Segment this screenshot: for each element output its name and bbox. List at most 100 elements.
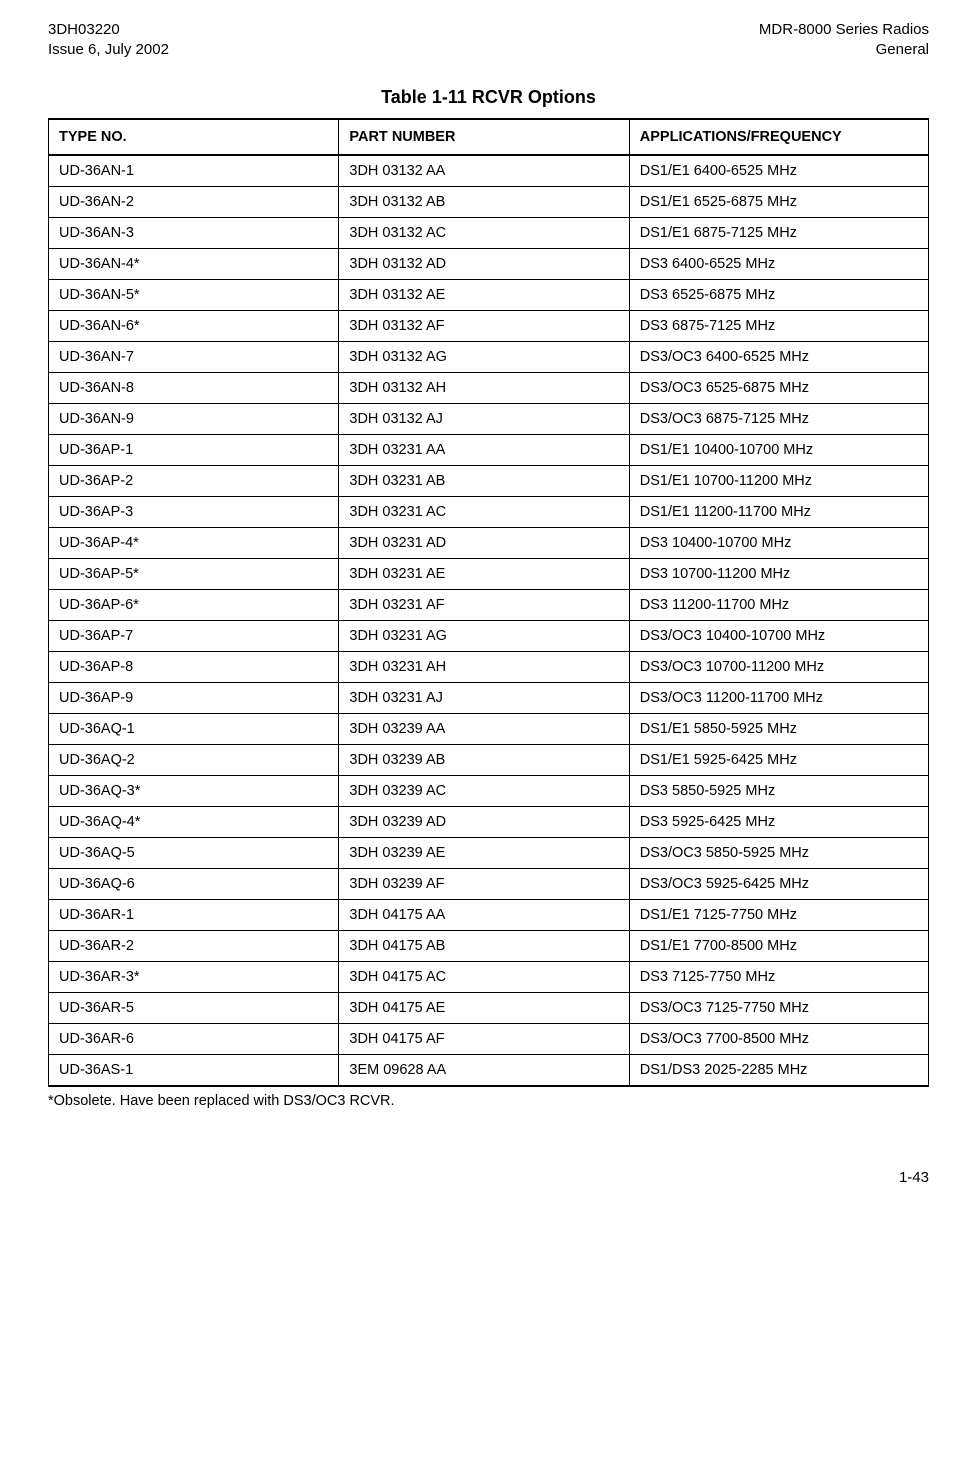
table-row: UD-36AQ-4*3DH 03239 ADDS3 5925-6425 MHz <box>49 807 929 838</box>
table-cell: DS1/DS3 2025-2285 MHz <box>629 1055 928 1087</box>
table-row: UD-36AN-4*3DH 03132 ADDS3 6400-6525 MHz <box>49 249 929 280</box>
table-cell: DS3 7125-7750 MHz <box>629 962 928 993</box>
table-cell: 3DH 04175 AC <box>339 962 629 993</box>
table-cell: 3DH 04175 AA <box>339 900 629 931</box>
col-header-appfreq: APPLICATIONS/FREQUENCY <box>629 119 928 155</box>
table-cell: 3DH 03239 AD <box>339 807 629 838</box>
table-cell: 3DH 03239 AF <box>339 869 629 900</box>
doc-number: 3DH03220 <box>48 20 169 40</box>
table-cell: UD-36AQ-2 <box>49 745 339 776</box>
table-cell: DS3/OC3 10400-10700 MHz <box>629 621 928 652</box>
table-row: UD-36AN-6*3DH 03132 AFDS3 6875-7125 MHz <box>49 311 929 342</box>
table-cell: 3DH 03132 AE <box>339 280 629 311</box>
table-cell: 3DH 03231 AC <box>339 497 629 528</box>
table-row: UD-36AN-5*3DH 03132 AEDS3 6525-6875 MHz <box>49 280 929 311</box>
table-row: UD-36AN-13DH 03132 AADS1/E1 6400-6525 MH… <box>49 155 929 187</box>
table-row: UD-36AS-13EM 09628 AADS1/DS3 2025-2285 M… <box>49 1055 929 1087</box>
table-cell: 3DH 03132 AH <box>339 373 629 404</box>
table-cell: UD-36AN-1 <box>49 155 339 187</box>
table-cell: UD-36AR-5 <box>49 993 339 1024</box>
table-cell: DS3 5925-6425 MHz <box>629 807 928 838</box>
table-row: UD-36AQ-23DH 03239 ABDS1/E1 5925-6425 MH… <box>49 745 929 776</box>
table-cell: DS1/E1 7125-7750 MHz <box>629 900 928 931</box>
table-cell: UD-36AP-5* <box>49 559 339 590</box>
table-row: UD-36AR-63DH 04175 AFDS3/OC3 7700-8500 M… <box>49 1024 929 1055</box>
header-right: MDR-8000 Series Radios General <box>759 20 929 59</box>
table-cell: DS1/E1 5925-6425 MHz <box>629 745 928 776</box>
table-cell: UD-36AQ-5 <box>49 838 339 869</box>
table-cell: UD-36AQ-1 <box>49 714 339 745</box>
table-row: UD-36AN-23DH 03132 ABDS1/E1 6525-6875 MH… <box>49 187 929 218</box>
table-cell: UD-36AP-6* <box>49 590 339 621</box>
table-row: UD-36AP-4*3DH 03231 ADDS3 10400-10700 MH… <box>49 528 929 559</box>
table-cell: UD-36AN-4* <box>49 249 339 280</box>
footnote: *Obsolete. Have been replaced with DS3/O… <box>48 1093 929 1109</box>
table-cell: UD-36AN-7 <box>49 342 339 373</box>
table-cell: DS1/E1 6875-7125 MHz <box>629 218 928 249</box>
table-row: UD-36AQ-3*3DH 03239 ACDS3 5850-5925 MHz <box>49 776 929 807</box>
table-cell: UD-36AP-8 <box>49 652 339 683</box>
table-cell: 3DH 03231 AG <box>339 621 629 652</box>
table-cell: 3DH 03239 AE <box>339 838 629 869</box>
table-cell: 3DH 04175 AE <box>339 993 629 1024</box>
table-cell: 3DH 03132 AD <box>339 249 629 280</box>
col-header-type: TYPE NO. <box>49 119 339 155</box>
table-row: UD-36AR-53DH 04175 AEDS3/OC3 7125-7750 M… <box>49 993 929 1024</box>
table-cell: UD-36AN-6* <box>49 311 339 342</box>
table-row: UD-36AP-83DH 03231 AHDS3/OC3 10700-11200… <box>49 652 929 683</box>
table-cell: DS3 10700-11200 MHz <box>629 559 928 590</box>
table-row: UD-36AP-5*3DH 03231 AEDS3 10700-11200 MH… <box>49 559 929 590</box>
table-cell: DS3 11200-11700 MHz <box>629 590 928 621</box>
table-cell: DS3 10400-10700 MHz <box>629 528 928 559</box>
table-cell: 3EM 09628 AA <box>339 1055 629 1087</box>
table-cell: 3DH 03231 AA <box>339 435 629 466</box>
table-cell: UD-36AN-8 <box>49 373 339 404</box>
table-cell: 3DH 03231 AH <box>339 652 629 683</box>
table-row: UD-36AP-23DH 03231 ABDS1/E1 10700-11200 … <box>49 466 929 497</box>
table-cell: 3DH 03231 AE <box>339 559 629 590</box>
table-cell: 3DH 03132 AA <box>339 155 629 187</box>
table-cell: 3DH 03231 AD <box>339 528 629 559</box>
page-number: 1-43 <box>48 1169 929 1186</box>
table-cell: 3DH 04175 AB <box>339 931 629 962</box>
table-row: UD-36AQ-63DH 03239 AFDS3/OC3 5925-6425 M… <box>49 869 929 900</box>
table-row: UD-36AN-33DH 03132 ACDS1/E1 6875-7125 MH… <box>49 218 929 249</box>
table-cell: DS1/E1 6400-6525 MHz <box>629 155 928 187</box>
table-cell: 3DH 03132 AC <box>339 218 629 249</box>
table-row: UD-36AR-13DH 04175 AADS1/E1 7125-7750 MH… <box>49 900 929 931</box>
table-cell: 3DH 03239 AB <box>339 745 629 776</box>
table-cell: 3DH 03231 AJ <box>339 683 629 714</box>
table-cell: UD-36AN-9 <box>49 404 339 435</box>
section-name: General <box>759 40 929 60</box>
table-row: UD-36AP-13DH 03231 AADS1/E1 10400-10700 … <box>49 435 929 466</box>
table-cell: UD-36AQ-3* <box>49 776 339 807</box>
table-row: UD-36AN-73DH 03132 AGDS3/OC3 6400-6525 M… <box>49 342 929 373</box>
table-cell: DS3/OC3 11200-11700 MHz <box>629 683 928 714</box>
table-cell: 3DH 03132 AG <box>339 342 629 373</box>
table-cell: DS3/OC3 6400-6525 MHz <box>629 342 928 373</box>
table-cell: DS1/E1 6525-6875 MHz <box>629 187 928 218</box>
table-cell: DS1/E1 5850-5925 MHz <box>629 714 928 745</box>
table-cell: 3DH 03132 AF <box>339 311 629 342</box>
table-cell: DS1/E1 11200-11700 MHz <box>629 497 928 528</box>
table-cell: DS3/OC3 5925-6425 MHz <box>629 869 928 900</box>
table-row: UD-36AQ-13DH 03239 AADS1/E1 5850-5925 MH… <box>49 714 929 745</box>
table-body: UD-36AN-13DH 03132 AADS1/E1 6400-6525 MH… <box>49 155 929 1086</box>
page-header: 3DH03220 Issue 6, July 2002 MDR-8000 Ser… <box>48 20 929 59</box>
table-cell: DS1/E1 10400-10700 MHz <box>629 435 928 466</box>
table-cell: DS3 6525-6875 MHz <box>629 280 928 311</box>
issue-date: Issue 6, July 2002 <box>48 40 169 60</box>
table-cell: 3DH 03231 AF <box>339 590 629 621</box>
table-row: UD-36AP-93DH 03231 AJDS3/OC3 11200-11700… <box>49 683 929 714</box>
table-header-row: TYPE NO. PART NUMBER APPLICATIONS/FREQUE… <box>49 119 929 155</box>
table-row: UD-36AP-6*3DH 03231 AFDS3 11200-11700 MH… <box>49 590 929 621</box>
table-cell: DS3 6875-7125 MHz <box>629 311 928 342</box>
table-cell: DS3/OC3 10700-11200 MHz <box>629 652 928 683</box>
table-cell: DS3/OC3 6875-7125 MHz <box>629 404 928 435</box>
table-cell: DS3/OC3 6525-6875 MHz <box>629 373 928 404</box>
table-cell: DS1/E1 7700-8500 MHz <box>629 931 928 962</box>
table-row: UD-36AR-23DH 04175 ABDS1/E1 7700-8500 MH… <box>49 931 929 962</box>
table-cell: UD-36AP-1 <box>49 435 339 466</box>
table-cell: DS3 5850-5925 MHz <box>629 776 928 807</box>
table-cell: UD-36AS-1 <box>49 1055 339 1087</box>
